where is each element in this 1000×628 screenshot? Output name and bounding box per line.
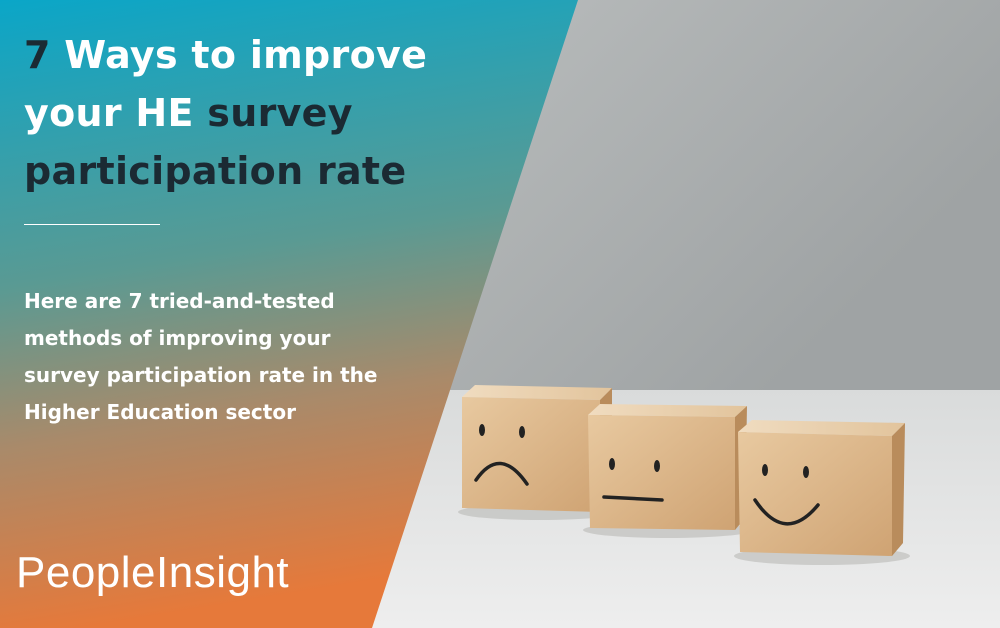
neutral-block bbox=[583, 404, 753, 538]
headline-part: Ways to improve bbox=[64, 33, 428, 77]
divider bbox=[24, 224, 160, 225]
headline-part: 7 bbox=[24, 33, 51, 77]
logo: PeopleInsight bbox=[16, 548, 290, 597]
headline-part: your HE bbox=[24, 91, 194, 135]
headline: 7 Ways to improve your HE survey partici… bbox=[24, 26, 427, 200]
color-panel bbox=[0, 0, 578, 628]
headline-part: participation rate bbox=[24, 149, 407, 193]
headline-part: survey bbox=[207, 91, 353, 135]
description: Here are 7 tried-and-tested methods of i… bbox=[24, 289, 378, 424]
happy-block bbox=[734, 420, 910, 565]
